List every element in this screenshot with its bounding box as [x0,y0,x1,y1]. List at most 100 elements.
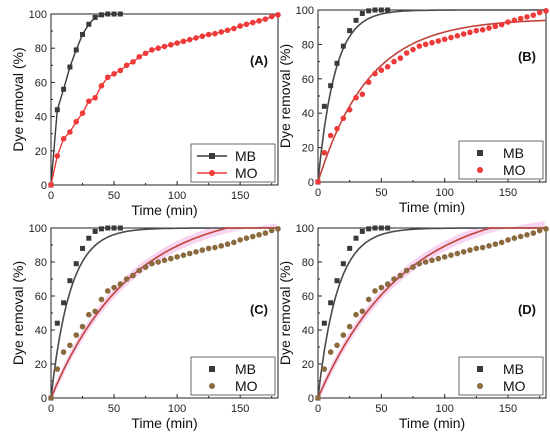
y-axis-title: Dye removal (%) [277,261,293,365]
mb-point [378,7,384,13]
y-tick-label: 40 [302,108,314,120]
legend-marker-mb [209,366,215,372]
mo-point [479,26,486,33]
mo-point [378,67,385,73]
y-axis-title: Dye removal (%) [277,44,293,148]
mo-point [256,18,262,24]
mo-point [79,110,86,116]
mo-point [372,70,378,77]
y-tick-label: 0 [308,177,314,189]
mo-point [193,249,199,255]
mo-point [454,33,461,39]
panel-d: 0 50 100 150 0 20 40 60 80 100 (D) Time (min) Dye… [277,220,549,431]
mo-point [149,260,155,267]
mo-point [441,36,448,43]
y-tick-label: 80 [35,257,47,269]
mo-point [224,241,231,247]
mo-point [435,255,442,262]
mo-point [517,233,524,240]
y-tick-label: 100 [296,223,314,235]
legend-label-mb: MB [503,145,524,161]
legend-label-mb: MB [503,361,524,377]
x-axis-title: Time (min) [399,199,465,215]
y-axis-title: Dye removal (%) [10,47,26,151]
mb-point [73,47,79,53]
mo-point [467,247,473,253]
mo-point [205,245,212,252]
mo-point [268,13,275,20]
mo-point [422,41,429,48]
mo-point [530,230,537,236]
mo-point [359,308,366,315]
x-tick-label: 100 [435,187,453,199]
fit-line-mb [317,9,546,183]
mo-point [262,16,269,22]
mo-point [186,36,193,43]
y-tick-label: 100 [296,5,314,17]
mo-point [142,50,149,57]
mo-point [67,129,73,135]
mo-point [429,39,435,46]
legend-label-mo: MO [235,378,258,394]
mo-point [391,276,397,282]
mo-point [111,71,117,77]
x-axis-title: Time (min) [131,415,197,431]
mo-point [429,257,435,264]
y-tick-label: 60 [35,291,47,303]
mo-point [67,342,73,349]
legend-marker-mo [209,383,215,389]
mo-point [86,98,92,105]
mb-point [61,300,67,306]
mb-point [353,235,359,241]
mo-point [161,257,168,264]
mo-point [334,342,340,349]
mo-point [315,179,321,185]
fit-line-mo [317,227,546,399]
mo-point [479,244,486,251]
x-axis-title: Time (min) [399,415,465,431]
mb-point [359,10,365,16]
mb-point [117,11,123,17]
mb-point [340,261,346,267]
mb-point [385,225,391,231]
x-tick-label: 50 [108,403,120,415]
mo-point [397,55,404,61]
mo-point [359,91,366,98]
mo-point [86,311,92,318]
mb-point [73,261,79,267]
panel-b: 0 50 100 150 0 20 40 60 80 100 (B) Time (min) Dye… [277,5,549,215]
mo-point [104,288,111,294]
mo-point [365,296,372,303]
x-tick-label: 0 [315,187,321,199]
mo-point [136,53,143,60]
mo-point [416,43,423,49]
mo-point [403,50,410,56]
mo-point [397,272,404,279]
y-tick-label: 0 [308,393,314,405]
mo-point [168,255,174,262]
mb-point [111,11,117,17]
mo-point [180,252,187,258]
mo-point [268,227,275,234]
mb-point [67,64,73,70]
legend-marker-mo [477,383,483,389]
mo-point [73,118,80,125]
mo-point [346,106,353,113]
mo-point [218,29,225,35]
legend-label-mo: MO [503,378,526,394]
mo-point [327,132,334,139]
mo-point [524,232,530,238]
x-tick-label: 100 [168,190,186,202]
mo-point [161,43,168,50]
panel-c: 0 50 100 150 0 20 40 60 80 100 (C) Time (min) Dye… [10,223,281,431]
mo-point [315,395,321,401]
mb-point [117,225,123,231]
mo-point [543,8,549,14]
mb-point [92,228,98,234]
y-tick-label: 80 [302,257,314,269]
mo-point [193,35,199,41]
y-tick-label: 20 [302,359,314,371]
y-tick-label: 80 [302,39,314,51]
x-tick-label: 50 [375,187,387,199]
mo-point [498,239,505,246]
